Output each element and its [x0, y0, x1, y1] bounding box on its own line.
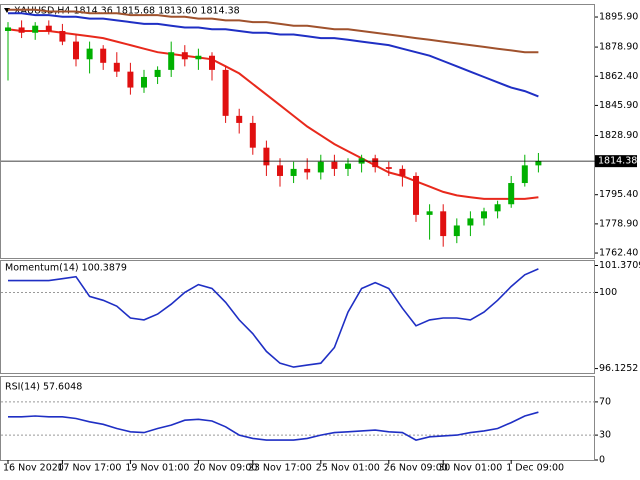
candle-body — [45, 25, 52, 31]
x-tick-label: 16 Nov 2020 — [3, 463, 64, 474]
candle-body — [331, 161, 338, 169]
candle-body — [86, 48, 93, 60]
y-tick-label: 1895.90 — [599, 12, 638, 23]
candle-body — [100, 48, 107, 63]
candle-body — [236, 115, 243, 123]
last-price-label: 1814.38 — [598, 156, 637, 167]
candle-body — [18, 27, 25, 33]
candle-body — [521, 165, 528, 184]
y-tick-label: 96.1252 — [599, 363, 638, 374]
x-tick-label: 25 Nov 01:00 — [316, 463, 380, 474]
y-tick-label: 30 — [599, 430, 611, 441]
candle-body — [372, 158, 379, 168]
candle-body — [467, 218, 474, 226]
candle-body — [32, 25, 39, 33]
rsi-title: RSI(14) 57.6048 — [5, 382, 82, 393]
candle-body — [453, 225, 460, 237]
candle-body — [399, 168, 406, 176]
candle-body — [141, 76, 147, 88]
candle-body — [345, 163, 351, 169]
y-tick-label: 1878.90 — [599, 42, 638, 53]
y-tick-label: 1762.40 — [599, 248, 638, 259]
x-tick-label: 17 Nov 17:00 — [57, 463, 121, 474]
x-tick-label: 20 Nov 09:00 — [193, 463, 257, 474]
candle-body — [154, 69, 161, 77]
candle-body — [168, 52, 175, 70]
candle-body — [113, 62, 120, 72]
candle-body — [127, 71, 134, 88]
rsi-panel — [0, 376, 595, 461]
y-tick-label: 1845.90 — [599, 100, 638, 111]
symbol-title: XAUUSD,H4 1814.36 1815.68 1813.60 1814.3… — [14, 6, 240, 17]
moving-average — [8, 12, 539, 98]
candle-body — [209, 55, 215, 70]
y-tick-label: 1828.90 — [599, 130, 638, 141]
candle-body — [440, 211, 447, 237]
candle-body — [290, 168, 297, 176]
y-tick-label: 1862.40 — [599, 71, 638, 82]
candle-body — [481, 211, 487, 219]
y-tick-label: 0 — [599, 455, 605, 466]
candle-body — [222, 69, 229, 116]
moving-average — [8, 8, 539, 54]
x-tick-label: 23 Nov 17:00 — [248, 463, 312, 474]
x-tick-label: 1 Dec 09:00 — [506, 463, 564, 474]
candle-body — [277, 165, 283, 176]
candle-body — [426, 211, 433, 215]
candle-body — [195, 55, 202, 60]
y-tick-label: 100 — [599, 287, 617, 298]
candle-body — [249, 122, 256, 148]
indicator-line — [8, 268, 539, 368]
candle-body — [508, 183, 515, 205]
momentum-panel — [0, 260, 595, 374]
y-tick-label: 101.3709 — [599, 260, 640, 271]
y-tick-label: 1795.40 — [599, 189, 638, 200]
candle-body — [5, 27, 11, 31]
x-tick-label: 19 Nov 01:00 — [125, 463, 189, 474]
x-tick-label: 30 Nov 01:00 — [438, 463, 502, 474]
candle-body — [59, 30, 66, 42]
candle-body — [304, 168, 311, 173]
y-tick-label: 70 — [599, 396, 611, 407]
candle-body — [385, 167, 392, 169]
x-tick-label: 26 Nov 09:00 — [384, 463, 448, 474]
last-price-box — [595, 155, 637, 168]
candle-body — [535, 161, 542, 166]
candle-body — [181, 52, 188, 60]
candle-body — [317, 161, 324, 173]
candle-body — [413, 175, 419, 215]
momentum-title: Momentum(14) 100.3879 — [5, 263, 127, 274]
moving-average — [7, 28, 539, 200]
candle-body — [263, 147, 270, 166]
y-tick-label: 1778.90 — [599, 218, 638, 229]
main-panel — [0, 4, 595, 259]
indicator-line — [8, 411, 539, 441]
candle-body — [73, 41, 79, 60]
candle-body — [494, 204, 501, 212]
